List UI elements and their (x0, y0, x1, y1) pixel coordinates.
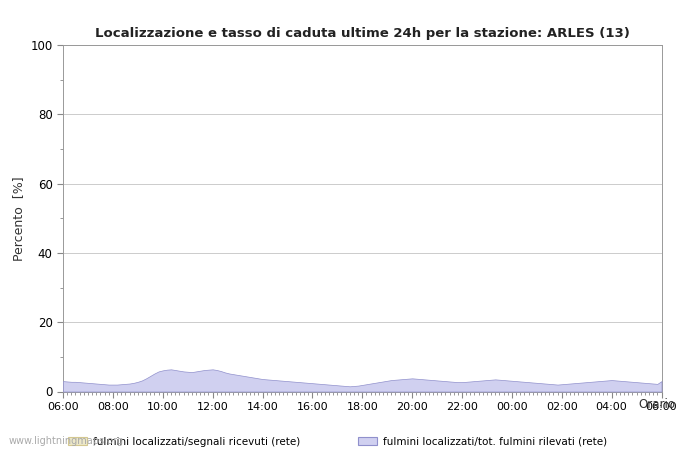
Y-axis label: Percento  [%]: Percento [%] (12, 176, 24, 261)
Title: Localizzazione e tasso di caduta ultime 24h per la stazione: ARLES (13): Localizzazione e tasso di caduta ultime … (94, 27, 630, 40)
Text: www.lightningmaps.org: www.lightningmaps.org (8, 436, 123, 446)
Text: Orario: Orario (638, 398, 675, 411)
Legend: fulmini localizzati/segnali ricevuti (rete), fulmini localizzati/segnali ricevut: fulmini localizzati/segnali ricevuti (re… (68, 436, 644, 450)
